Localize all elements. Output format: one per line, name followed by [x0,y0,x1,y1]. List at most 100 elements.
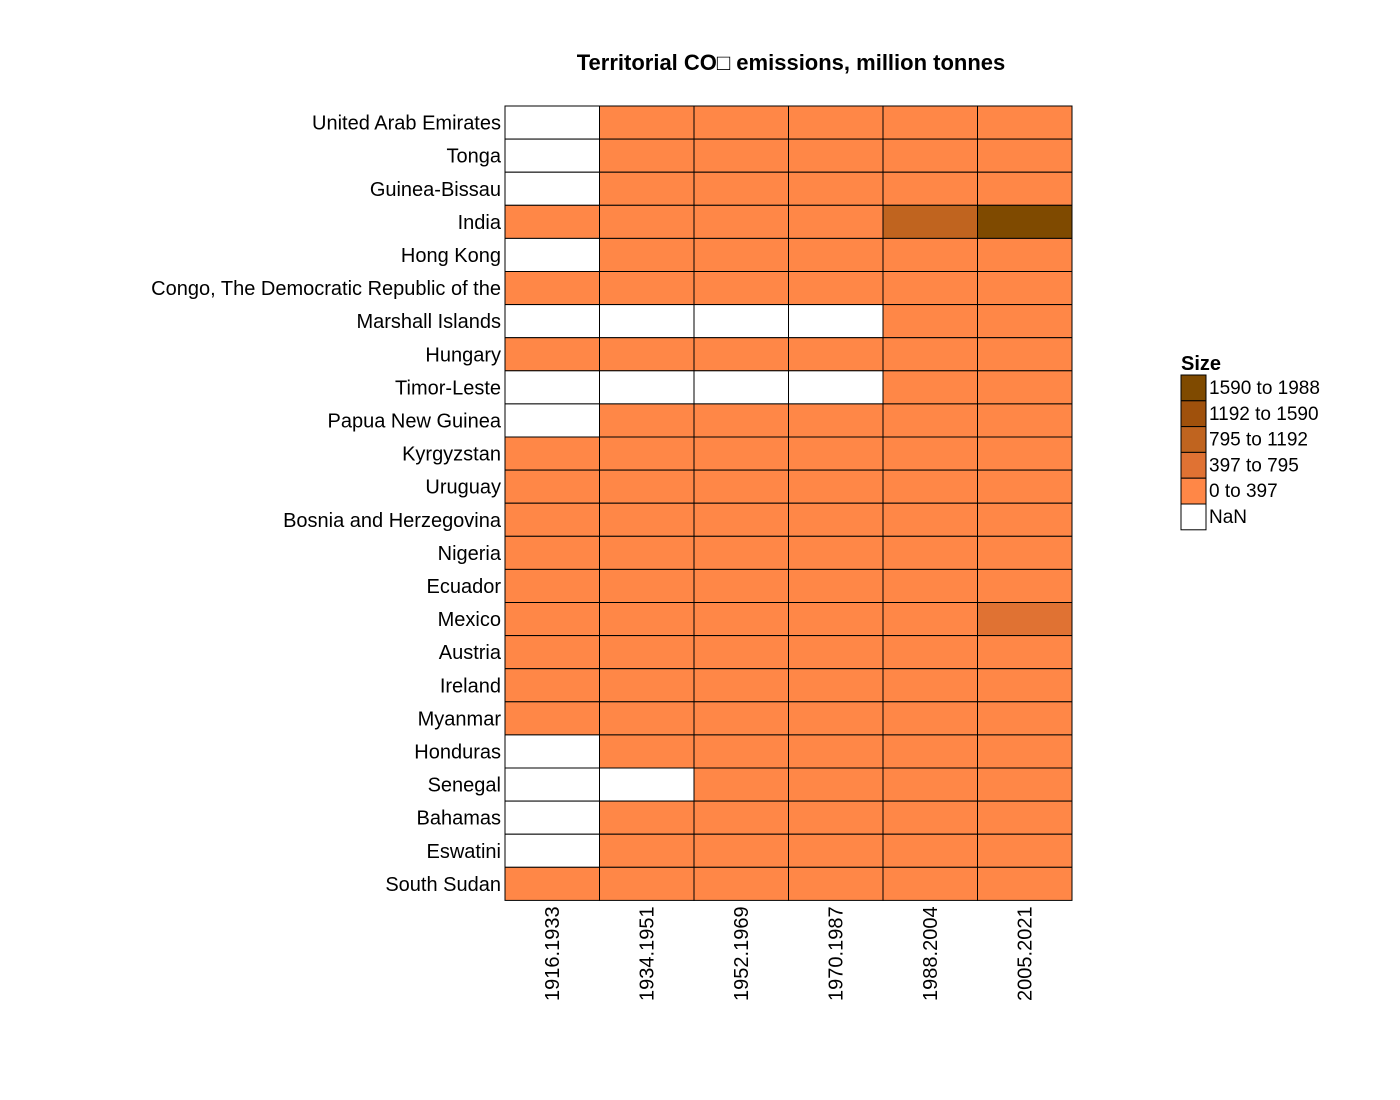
heatmap-cell [599,403,695,438]
heatmap-cell [882,403,978,438]
heatmap-cell [788,204,884,239]
heatmap-cell [882,304,978,339]
heatmap-cell [693,105,789,140]
heatmap-cell [504,701,600,736]
heatmap-cell [504,568,600,604]
row-label: Timor-Leste [395,377,501,399]
row-label: Austria [439,642,502,664]
heatmap-cell [977,304,1073,339]
legend-label: 0 to 397 [1209,481,1278,502]
legend-swatch [1180,400,1207,428]
row-label: Mexico [438,609,501,631]
heatmap-cell [882,800,978,835]
heatmap-cell [977,800,1073,835]
heatmap-cell [882,337,978,372]
legend-items: 1590 to 1988 1192 to 1590 795 to 1192 397 t… [1180,374,1320,531]
heatmap-cell [882,436,978,471]
heatmap-cell [599,800,695,835]
heatmap-cell [504,800,600,835]
heatmap-cell [977,568,1073,604]
heatmap-cell [788,304,884,339]
row-label: Eswatini [427,841,501,863]
heatmap-cell [977,635,1073,670]
heatmap-cell [693,304,789,339]
heatmap-cell [504,668,600,703]
heatmap-cell [882,568,978,604]
row-label: Kyrgyzstan [402,444,501,466]
heatmap-cell [504,271,600,306]
heatmap-cell [882,602,978,637]
heatmap-cell [788,171,884,206]
heatmap-cell [693,800,789,835]
heatmap-cell [788,337,884,372]
heatmap-cell [788,701,884,736]
heatmap-cell [977,171,1073,206]
heatmap-cell [788,436,884,471]
column-label: 2005.2021 [1015,906,1037,1001]
heatmap-cell [882,204,978,239]
heatmap-cell [788,833,884,868]
heatmap-cell [504,502,600,537]
heatmap-cell [504,535,600,570]
heatmap-cell [504,204,600,239]
heatmap-cell [977,370,1073,405]
heatmap-cell [788,767,884,802]
row-label: Congo, The Democratic Republic of the [151,278,501,300]
heatmap-cell [504,469,600,504]
heatmap-cell [788,403,884,438]
heatmap-cell [599,502,695,537]
heatmap-cell [599,436,695,471]
row-label: Hungary [425,344,501,366]
heatmap-cell [504,767,600,802]
column-label: 1988.2004 [920,906,942,1001]
heatmap-cell [882,635,978,670]
heatmap-cell [504,734,600,769]
row-label: Hong Kong [401,245,501,267]
heatmap-cell [693,833,789,868]
heatmap-cell [693,370,789,405]
heatmap-cell [788,535,884,570]
heatmap-cell [882,237,978,272]
heatmap-cell [882,701,978,736]
heatmap-cell [977,767,1073,802]
heatmap-cell [693,767,789,802]
legend-swatch [1180,503,1207,531]
heatmap-cell [599,337,695,372]
heatmap-cell [693,635,789,670]
heatmap-cell [977,866,1073,901]
column-labels: 1916.1933 1934.1951 1952.1969 1970.1987 1988… [542,906,1037,1001]
heatmap-cell [693,602,789,637]
heatmap-cell [977,701,1073,736]
heatmap-cell [882,734,978,769]
heatmap-cell [977,105,1073,140]
chart-title: Territorial CO□ emissions, million tonne… [577,50,1006,75]
heatmap-cell [599,635,695,670]
heatmap-cell [599,271,695,306]
legend-label: NaN [1209,507,1247,528]
row-label: Marshall Islands [356,311,501,333]
heatmap-cell [504,602,600,637]
heatmap-cell [788,800,884,835]
legend-label: 1192 to 1590 [1209,404,1319,425]
heatmap-cell [882,866,978,901]
row-label: Ireland [440,675,501,697]
heatmap-cell [599,668,695,703]
heatmap-cell [693,436,789,471]
heatmap-cell [977,337,1073,372]
heatmap-cell [788,370,884,405]
heatmap-cell [599,568,695,604]
heatmap-cell [693,568,789,604]
heatmap-cell [599,602,695,637]
heatmap-cell [882,668,978,703]
heatmap-cell [504,237,600,272]
heatmap-cell [599,469,695,504]
heatmap-cell [977,204,1073,239]
heatmap-cell [788,635,884,670]
heatmap-cell [788,271,884,306]
column-label: 1916.1933 [542,906,564,1001]
heatmap-cell [693,469,789,504]
legend-swatch [1180,426,1207,453]
heatmap-cell [599,767,695,802]
heatmap-cell [599,138,695,173]
heatmap-cell [977,668,1073,703]
